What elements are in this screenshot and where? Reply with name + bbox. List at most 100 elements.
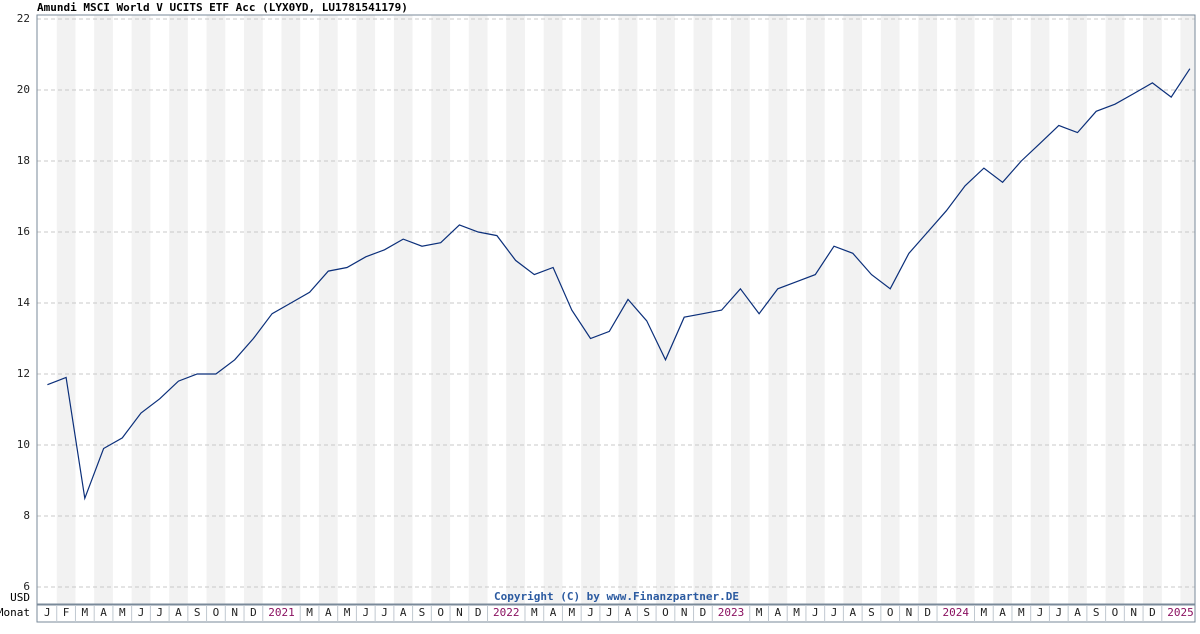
x-tick-label: A — [775, 606, 782, 619]
month-shade — [56, 15, 76, 604]
y-tick-label: 6 — [23, 580, 30, 593]
x-tick-label: M — [306, 606, 313, 619]
x-tick-label: M — [981, 606, 988, 619]
x-tick-label: D — [1149, 606, 1156, 619]
x-tick-label: J — [156, 606, 163, 619]
plot-border — [36, 14, 1196, 605]
month-shade — [468, 15, 488, 604]
month-shade — [506, 15, 525, 604]
x-tick-label: O — [887, 606, 894, 619]
month-shade — [244, 15, 263, 604]
x-tick-label: A — [1074, 606, 1081, 619]
x-tick-label: J — [1055, 606, 1062, 619]
x-tick-label: S — [419, 606, 426, 619]
x-tick-label: S — [868, 606, 875, 619]
month-shade — [169, 15, 188, 604]
x-tick-label: M — [568, 606, 575, 619]
x-axis-box — [36, 604, 1196, 623]
x-tick-label: J — [812, 606, 819, 619]
month-shade — [618, 15, 638, 604]
x-label: Monat — [0, 606, 30, 619]
month-shade — [731, 15, 750, 604]
y-tick-label: 8 — [23, 509, 30, 522]
x-tick-label: 2021 — [268, 606, 295, 619]
month-shade — [805, 15, 825, 604]
x-tick-label: 2022 — [493, 606, 520, 619]
x-tick-label: N — [681, 606, 688, 619]
x-tick-label: O — [213, 606, 220, 619]
x-tick-label: S — [1093, 606, 1100, 619]
x-tick-label: A — [999, 606, 1006, 619]
x-tick-label: A — [550, 606, 557, 619]
month-shade — [918, 15, 938, 604]
x-tick-label: 2023 — [718, 606, 745, 619]
x-tick-label: D — [250, 606, 257, 619]
month-shade — [431, 15, 451, 604]
month-shade — [318, 15, 338, 604]
x-tick-label: S — [194, 606, 201, 619]
month-shade — [131, 15, 151, 604]
x-tick-label: A — [849, 606, 856, 619]
x-tick-label: A — [100, 606, 107, 619]
x-tick-label: J — [606, 606, 613, 619]
x-tick-label: A — [400, 606, 407, 619]
price-line — [47, 68, 1191, 501]
x-tick-label: F — [63, 606, 70, 619]
x-tick-label: 2024 — [943, 606, 970, 619]
y-tick-label: 22 — [17, 12, 30, 25]
month-shade — [543, 15, 563, 604]
y-tick-label: 16 — [17, 225, 30, 238]
x-tick-label: J — [362, 606, 369, 619]
month-shade — [880, 15, 900, 604]
x-tick-label: O — [437, 606, 444, 619]
x-tick-label: A — [625, 606, 632, 619]
x-tick-label: N — [231, 606, 238, 619]
x-tick-label: O — [662, 606, 669, 619]
month-shade — [1068, 15, 1087, 604]
x-tick-label: J — [44, 606, 51, 619]
month-shade — [993, 15, 1012, 604]
x-tick-label: D — [475, 606, 482, 619]
x-tick-label: D — [700, 606, 707, 619]
x-tick-label: M — [82, 606, 89, 619]
month-shade — [693, 15, 713, 604]
x-tick-label: D — [924, 606, 931, 619]
month-shade — [94, 15, 113, 604]
month-shade — [656, 15, 675, 604]
x-tick-label: S — [643, 606, 650, 619]
chart-title: Amundi MSCI World V UCITS ETF Acc (LYX0Y… — [37, 1, 408, 14]
y-tick-label: 14 — [17, 296, 31, 309]
month-shade — [955, 15, 975, 604]
x-tick-label: N — [906, 606, 913, 619]
x-tick-label: J — [1037, 606, 1044, 619]
y-unit: USD — [10, 591, 30, 604]
month-shade — [1105, 15, 1125, 604]
month-shade — [281, 15, 301, 604]
x-tick-label: M — [119, 606, 126, 619]
x-tick-label: A — [325, 606, 332, 619]
month-shade — [1180, 15, 1195, 604]
month-shade — [581, 15, 600, 604]
x-tick-label: J — [587, 606, 594, 619]
y-tick-label: 18 — [17, 154, 30, 167]
x-tick-label: M — [756, 606, 763, 619]
x-tick-label: 2025 — [1167, 606, 1194, 619]
month-shade — [768, 15, 788, 604]
x-tick-label: J — [381, 606, 388, 619]
copyright: Copyright (C) by www.Finanzpartner.DE — [494, 590, 739, 603]
y-tick-label: 20 — [17, 83, 30, 96]
x-tick-label: M — [793, 606, 800, 619]
x-tick-label: M — [531, 606, 538, 619]
month-shade — [1143, 15, 1162, 604]
x-tick-label: M — [1018, 606, 1025, 619]
x-tick-label: N — [1130, 606, 1137, 619]
month-shade — [843, 15, 863, 604]
month-shade — [206, 15, 226, 604]
x-tick-label: M — [344, 606, 351, 619]
y-tick-label: 12 — [17, 367, 30, 380]
x-tick-label: O — [1112, 606, 1119, 619]
x-tick-label: N — [456, 606, 463, 619]
month-shade — [356, 15, 376, 604]
x-tick-label: A — [175, 606, 182, 619]
